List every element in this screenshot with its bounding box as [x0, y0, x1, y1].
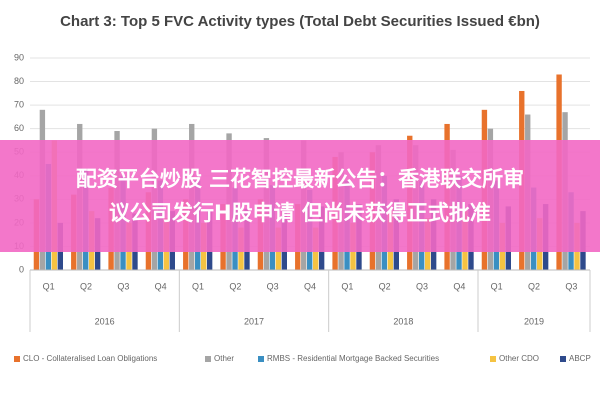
overlay-text: 议公司发行H股申请 但尚未获得正式批准	[109, 201, 491, 225]
legend-label: CLO - Collateralised Loan Obligations	[23, 354, 157, 363]
x-tick-label: Q1	[192, 281, 204, 291]
y-tick-label: 70	[14, 99, 24, 109]
x-tick-label: Q2	[80, 281, 92, 291]
legend-label: ABCP	[569, 354, 591, 363]
legend-swatch	[258, 356, 264, 362]
x-tick-label: Q3	[267, 281, 279, 291]
legend-label: Other	[214, 354, 234, 363]
x-tick-label: Q4	[304, 281, 316, 291]
x-tick-label: Q2	[229, 281, 241, 291]
x-group-label: 2016	[95, 316, 115, 326]
legend-label: RMBS - Residential Mortgage Backed Secur…	[267, 354, 439, 363]
legend-swatch	[490, 356, 496, 362]
x-tick-label: Q3	[565, 281, 577, 291]
y-tick-label: 60	[14, 123, 24, 133]
chart-title: Chart 3: Top 5 FVC Activity types (Total…	[60, 13, 540, 30]
x-group-label: 2017	[244, 316, 264, 326]
x-tick-label: Q4	[155, 281, 167, 291]
x-tick-label: Q4	[453, 281, 465, 291]
x-tick-label: Q3	[117, 281, 129, 291]
x-tick-label: Q2	[528, 281, 540, 291]
legend-swatch	[205, 356, 211, 362]
x-tick-label: Q1	[43, 281, 55, 291]
y-tick-label: 80	[14, 76, 24, 86]
legend-swatch	[560, 356, 566, 362]
x-tick-label: Q3	[416, 281, 428, 291]
x-tick-label: Q1	[341, 281, 353, 291]
legend-swatch	[14, 356, 20, 362]
y-tick-label: 90	[14, 52, 24, 62]
overlay-text: 配资平台炒股 三花智控最新公告：香港联交所审	[75, 167, 525, 191]
overlay-banner: 配资平台炒股 三花智控最新公告：香港联交所审 议公司发行H股申请 但尚未获得正式…	[0, 140, 600, 252]
x-group-label: 2018	[393, 316, 413, 326]
x-group-label: 2019	[524, 316, 544, 326]
x-tick-label: Q2	[379, 281, 391, 291]
y-tick-label: 0	[19, 264, 24, 274]
legend-label: Other CDO	[499, 354, 539, 363]
x-tick-label: Q1	[491, 281, 503, 291]
